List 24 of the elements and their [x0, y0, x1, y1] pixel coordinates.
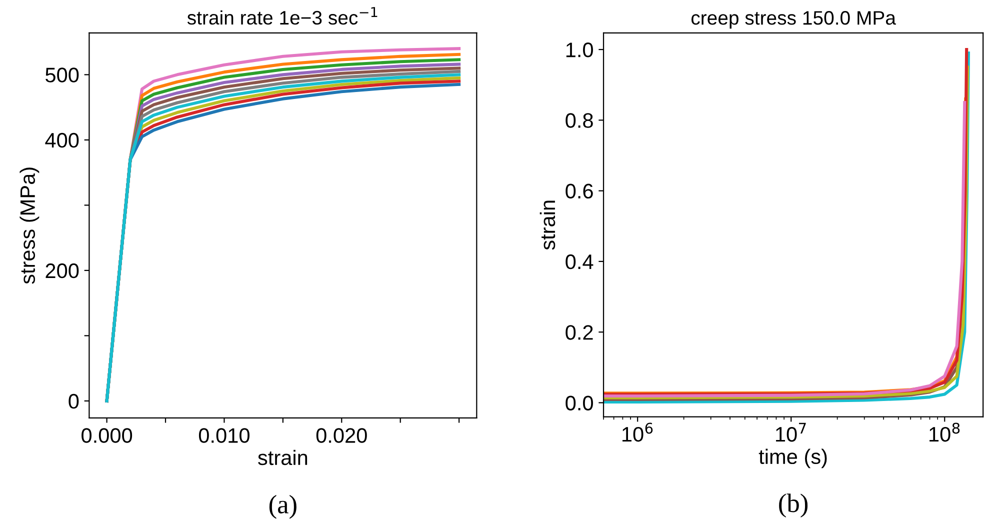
x-tick-label: 10$^{8}$ — [930, 422, 960, 442]
y-tick-label: 200 — [46, 263, 79, 278]
x-axis-title: strain — [258, 450, 308, 466]
y-tick-label: 0 — [68, 394, 79, 409]
x-tick-label: 0.000 — [82, 428, 132, 443]
y-tick-label: 0.6 — [566, 184, 593, 199]
y-tick-label: 0.2 — [566, 325, 593, 340]
x-tick-label: 0.010 — [198, 428, 250, 443]
y-tick-label: 400 — [45, 132, 79, 148]
x-tick-label: 10$^{7}$ — [776, 422, 806, 442]
y-tick-label: 500 — [46, 68, 79, 82]
x-tick-label: 10$^{6}$ — [622, 422, 653, 442]
text: (a) — [269, 494, 296, 519]
y-tick-label: 0.4 — [566, 254, 594, 270]
y-tick-label: 0.0 — [566, 396, 593, 410]
chart-title: strain rate 1e−3 sec$^{−1}$ — [187, 7, 378, 25]
text: (b) — [779, 494, 808, 518]
y-axis-title: strain — [540, 200, 556, 250]
y-tick-label: 1.0 — [566, 42, 593, 58]
chart-title: creep stress 150.0 MPa — [691, 11, 896, 29]
x-tick-label: 0.020 — [316, 428, 367, 443]
x-axis-title: time (s) — [758, 448, 827, 468]
y-axis-title: stress (MPa) — [20, 168, 40, 284]
y-tick-label: 0.8 — [566, 113, 593, 128]
